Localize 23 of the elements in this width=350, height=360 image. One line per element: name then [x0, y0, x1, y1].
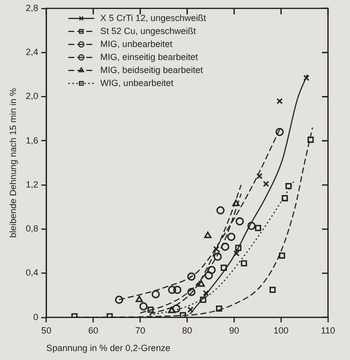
y-tick-label: 2,0 — [26, 91, 38, 102]
x-axis-title: Spannung in % der 0,2-Grenze — [46, 343, 170, 354]
legend-label: St 52 Cu, ungeschweißt — [100, 26, 196, 36]
x-tick-label: 110 — [320, 325, 336, 336]
x-tick-label: 60 — [88, 325, 98, 336]
x-tick-label: 80 — [182, 325, 192, 336]
legend-label: MIG, unbearbeitet — [100, 38, 173, 49]
x-tick-label: 100 — [274, 325, 289, 336]
legend-label: MIG, einseitig bearbeitet — [100, 52, 198, 62]
legend-label: X 5 CrTi 12, ungeschweißt — [100, 12, 207, 23]
y-tick-label: 0 — [33, 312, 38, 322]
x-tick-label: 70 — [135, 325, 146, 336]
legend-label: WIG, unbearbeitet — [100, 78, 174, 88]
x-tick-label: 50 — [41, 325, 52, 336]
legend-label: MIG, beidseitig bearbeitet — [100, 64, 204, 75]
y-tick-label: 1,6 — [26, 135, 38, 146]
y-axis-title: bleibende Dehnung nach 15 min in % — [8, 88, 18, 238]
y-tick-label: 0,4 — [26, 268, 38, 278]
y-tick-label: 2,4 — [26, 47, 38, 58]
x-tick-label: 90 — [229, 325, 240, 336]
y-tick-label: 1,2 — [26, 179, 38, 190]
y-tick-label: 2,8 — [26, 2, 38, 13]
y-tick-label: 0,8 — [26, 224, 38, 234]
